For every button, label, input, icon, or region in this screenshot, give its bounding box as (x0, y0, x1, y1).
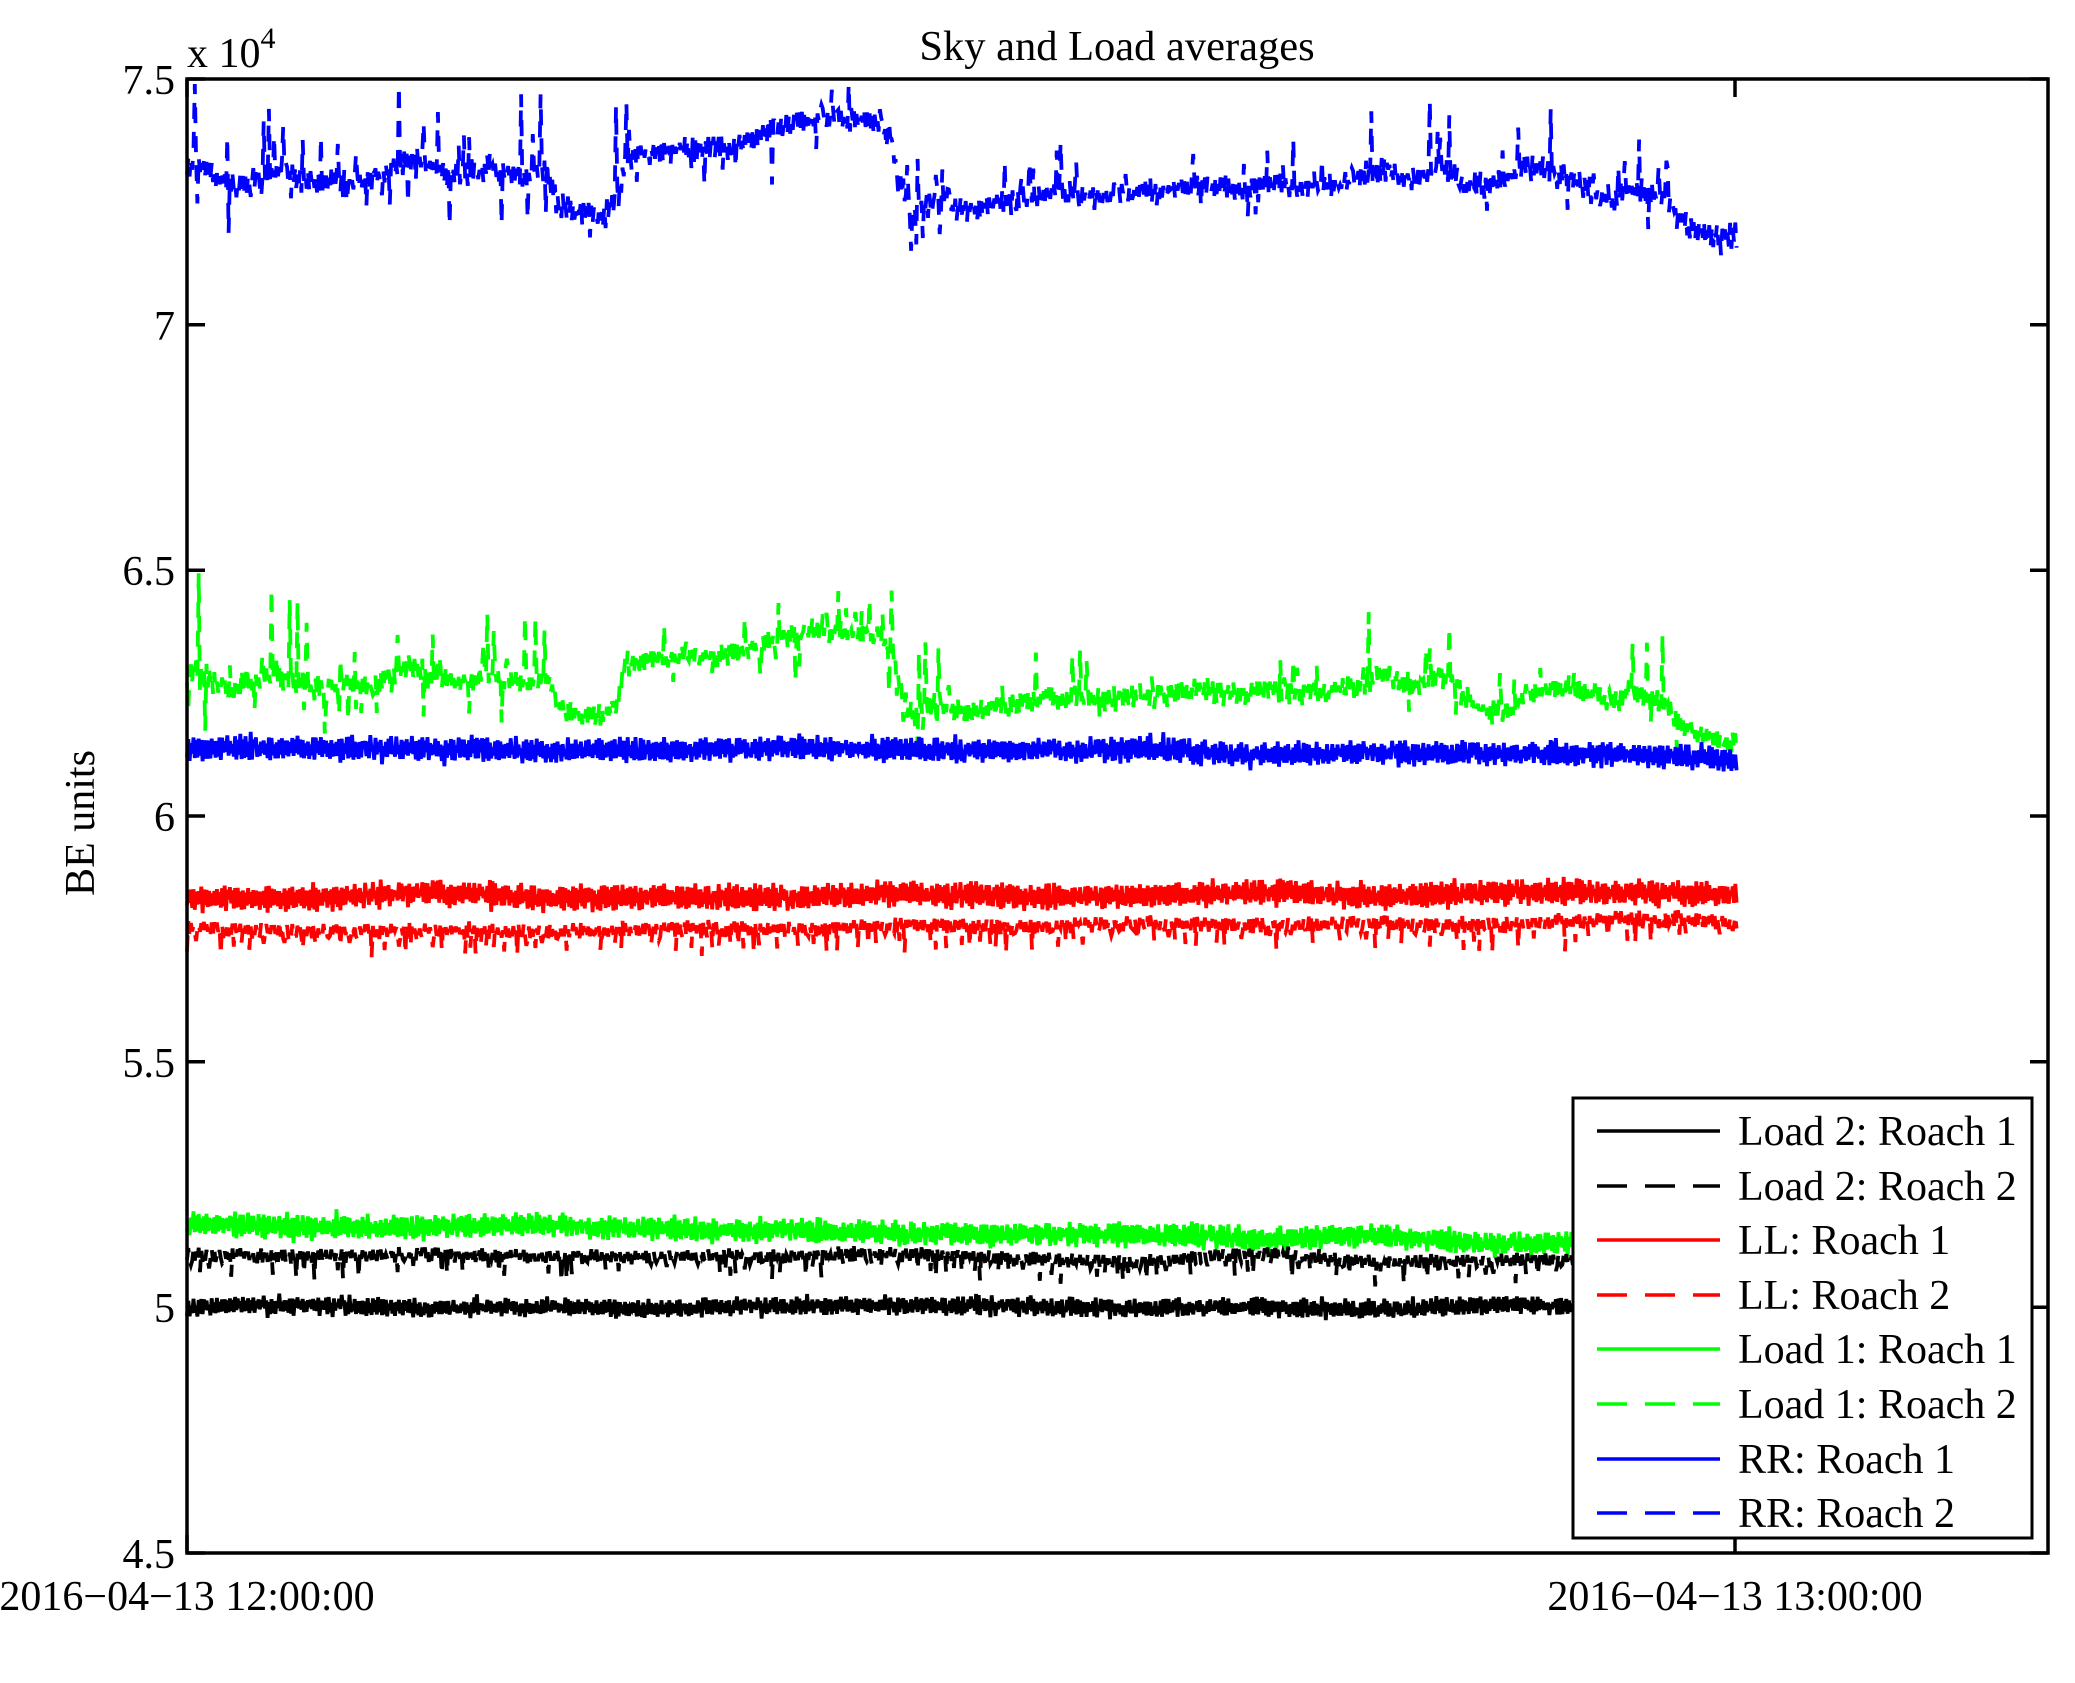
svg-text:4.5: 4.5 (123, 1532, 176, 1578)
svg-text:Load 2: Roach 1: Load 2: Roach 1 (1738, 1109, 2017, 1155)
svg-text:RR: Roach 1: RR: Roach 1 (1738, 1437, 1955, 1483)
svg-text:LL: Roach 1: LL: Roach 1 (1738, 1218, 1950, 1264)
svg-text:7.5: 7.5 (123, 58, 176, 104)
svg-text:BE units: BE units (58, 750, 104, 896)
svg-text:Load 1: Roach 2: Load 1: Roach 2 (1738, 1382, 2017, 1428)
svg-text:LL: Roach 2: LL: Roach 2 (1738, 1273, 1950, 1319)
svg-text:Sky and Load averages: Sky and Load averages (919, 23, 1314, 70)
svg-text:2016−04−13 12:00:00: 2016−04−13 12:00:00 (0, 1574, 375, 1620)
svg-text:6: 6 (154, 795, 175, 841)
svg-text:5: 5 (154, 1286, 175, 1332)
svg-text:6.5: 6.5 (123, 549, 176, 595)
svg-text:RR: Roach 2: RR: Roach 2 (1738, 1491, 1955, 1537)
svg-text:Load 2: Roach 2: Load 2: Roach 2 (1738, 1164, 2017, 1210)
svg-text:2016−04−13 13:00:00: 2016−04−13 13:00:00 (1547, 1574, 1922, 1620)
svg-text:5.5: 5.5 (123, 1041, 176, 1087)
svg-text:7: 7 (154, 304, 175, 350)
svg-text:Load 1: Roach 1: Load 1: Roach 1 (1738, 1327, 2017, 1373)
